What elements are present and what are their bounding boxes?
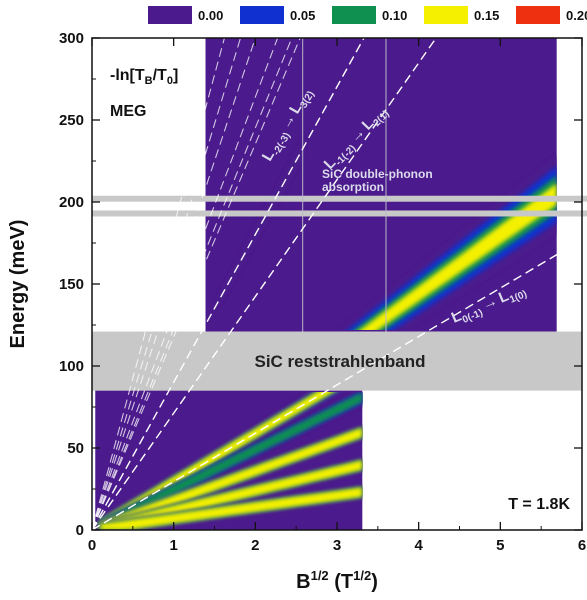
legend-swatch-0.00 [148,6,192,24]
transition-dashed-lines [92,38,582,530]
legend-swatch-0.15 [424,6,468,24]
legend-swatch-0.05 [240,6,284,24]
y-tick-label-100: 100 [59,358,84,375]
dashed-line-5 [92,38,279,530]
x-tick-label-0: 0 [88,537,96,554]
dashed-line-4 [92,38,293,530]
band-4-0-level-0.20 [100,459,363,530]
y-tick-label-0: 0 [76,522,84,539]
temperature-label: T = 1.8K [508,496,570,513]
band-0-0-level-0.15 [354,175,557,330]
svg-text:Energy (meV): Energy (meV) [7,220,29,349]
x-tick-label-5: 5 [496,537,504,554]
quantity-label: -ln[TB/T0] [110,67,178,87]
intensity-bands-upper [218,136,557,330]
heatmap-upper-region [205,38,386,332]
x-axis-title-text: B1/2 (T1/2) [296,568,378,593]
legend-label-0.05: 0.05 [290,8,315,23]
y-tick-label-150: 150 [59,276,84,293]
legend-swatch-0.20 [516,6,560,24]
band-3-0-level-0.20 [100,427,363,530]
y-tick-label-250: 250 [59,112,84,129]
intensity-bands-lower [100,392,363,530]
x-axis-title: B1/2 (T1/2) [296,568,378,593]
x-tick-label-3: 3 [333,537,341,554]
legend-label-0.10: 0.10 [382,8,407,23]
reststrahlen-label: SiC reststrahlenband [255,352,426,371]
double-phonon-line-0 [92,210,587,217]
band-0-0-level-0.10 [347,166,557,330]
band-1-0-level-0.05 [218,136,305,307]
double-phonon-label-line1: SiC double-phonon [322,167,433,181]
legend-label-0.00: 0.00 [198,8,223,23]
axis-ticks: 0 1 2 3 4 5 6 0 50 100 150 200 250 300 [59,30,586,554]
dashed-line-3 [92,38,301,530]
double-phonon-lines [92,195,587,217]
reststrahlen-band [92,331,582,391]
x-tick-label-2: 2 [251,537,259,554]
band-5-0-level-0.20 [100,487,363,530]
color-legend: 0.00 0.05 0.10 0.15 0.20 [148,6,587,24]
dashed-line-1 [92,38,437,530]
double-phonon-line-1 [92,195,587,202]
dashed-line-8 [92,38,225,530]
y-tick-label-50: 50 [67,440,84,457]
dashed-line-2 [92,38,365,530]
legend-swatch-0.10 [332,6,376,24]
dashed-line-6 [92,38,256,530]
y-axis-title: Energy (meV) [7,220,29,349]
dashed-line-0 [92,239,582,530]
x-tick-label-6: 6 [578,537,586,554]
legend-label-0.20: 0.20 [566,8,587,23]
band-2-0-level-0.15 [100,392,363,530]
y-tick-label-200: 200 [59,194,84,211]
band-0-0-level-0.20 [360,183,557,330]
dashed-line-7 [92,38,242,530]
vertical-marker-lines [302,38,387,332]
sample-label: MEG [110,103,146,120]
legend-label-0.15: 0.15 [474,8,499,23]
y-tick-label-300: 300 [59,30,84,47]
x-tick-label-4: 4 [414,537,423,554]
x-tick-label-1: 1 [169,537,177,554]
double-phonon-label-line2: absorption [322,180,384,194]
